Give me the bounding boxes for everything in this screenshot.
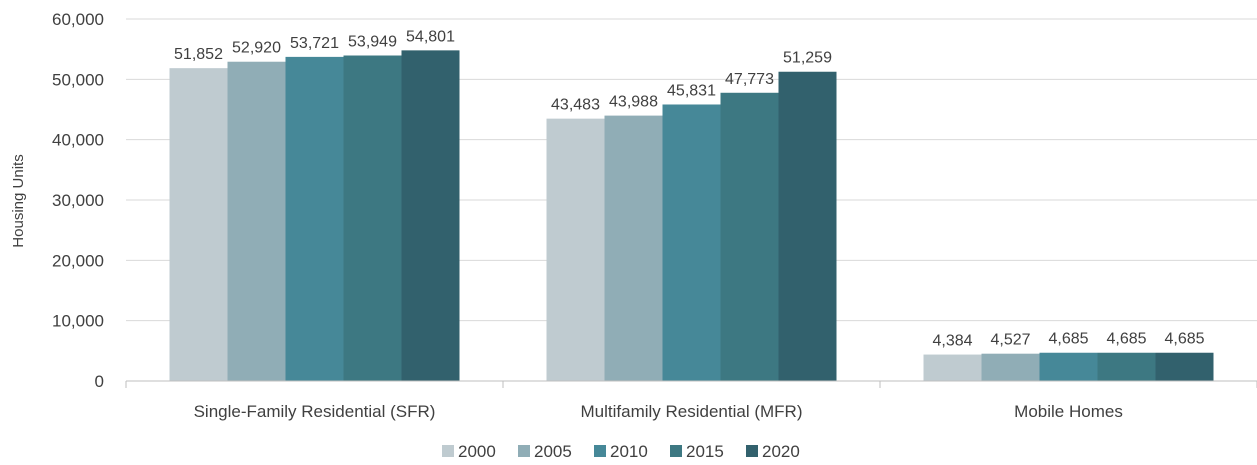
bar xyxy=(923,354,982,381)
y-tick-label: 30,000 xyxy=(52,191,104,210)
data-label: 51,852 xyxy=(174,46,223,63)
y-tick-label: 10,000 xyxy=(52,312,104,331)
legend-swatch xyxy=(670,445,682,457)
bar xyxy=(227,61,286,381)
bar xyxy=(401,50,460,381)
data-label: 54,801 xyxy=(406,28,455,45)
legend-swatch xyxy=(518,445,530,457)
x-tick-label: Mobile Homes xyxy=(1014,402,1123,421)
data-label: 4,685 xyxy=(1164,331,1204,348)
x-tick-label: Multifamily Residential (MFR) xyxy=(581,402,803,421)
bar xyxy=(1097,352,1156,381)
data-label: 43,483 xyxy=(551,97,600,114)
bars xyxy=(169,50,1214,382)
data-label: 53,949 xyxy=(348,34,397,51)
data-label: 52,920 xyxy=(232,40,281,57)
bar xyxy=(720,92,779,382)
y-tick-label: 20,000 xyxy=(52,251,104,270)
axes: 0 10,000 20,000 30,000 40,000 50,000 60,000 Sin… xyxy=(52,10,1257,421)
x-tick-label: Single-Family Residential (SFR) xyxy=(194,402,436,421)
data-label: 53,721 xyxy=(290,35,339,52)
data-label: 47,773 xyxy=(725,71,774,88)
data-label: 51,259 xyxy=(783,50,832,67)
data-label: 43,988 xyxy=(609,94,658,111)
bar xyxy=(285,56,344,381)
bar xyxy=(1039,352,1098,381)
data-label: 45,831 xyxy=(667,82,716,99)
y-tick-label: 50,000 xyxy=(52,70,104,89)
data-labels: 51,852 52,920 53,721 53,949 54,801 43,483 43,9… xyxy=(174,28,1205,349)
data-label: 4,685 xyxy=(1048,331,1088,348)
legend-label: 2020 xyxy=(762,442,800,461)
legend-label: 2000 xyxy=(458,442,496,461)
legend-label: 2010 xyxy=(610,442,648,461)
y-tick-label: 60,000 xyxy=(52,10,104,29)
legend-swatch xyxy=(594,445,606,457)
data-label: 4,384 xyxy=(932,333,972,350)
bar xyxy=(778,71,837,381)
bar xyxy=(662,104,721,381)
data-label: 4,685 xyxy=(1106,331,1146,348)
legend-label: 2015 xyxy=(686,442,724,461)
y-tick-label: 0 xyxy=(95,372,104,391)
bar xyxy=(1155,352,1214,381)
data-label: 4,527 xyxy=(990,332,1030,349)
legend-swatch xyxy=(442,445,454,457)
bar xyxy=(981,353,1040,381)
bar xyxy=(343,55,402,382)
bar xyxy=(604,115,663,381)
y-axis-title: Housing Units xyxy=(10,154,27,247)
y-tick-label: 40,000 xyxy=(52,131,104,150)
legend: 2000 2005 2010 2015 2020 xyxy=(442,442,800,461)
bar xyxy=(546,118,605,382)
bar xyxy=(169,68,228,381)
legend-swatch xyxy=(746,445,758,457)
legend-label: 2005 xyxy=(534,442,572,461)
